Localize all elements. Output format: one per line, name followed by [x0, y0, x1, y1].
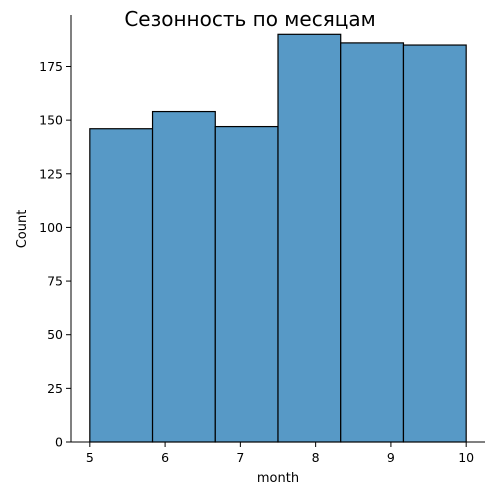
y-axis-label: Count	[15, 210, 30, 249]
y-tick-label: 175	[39, 59, 63, 74]
bars-group	[89, 33, 467, 443]
y-tick-label: 125	[39, 166, 63, 181]
bar-6	[402, 44, 467, 443]
y-tick-label: 50	[47, 327, 63, 342]
bar-1	[89, 128, 154, 443]
y-tick-label: 100	[39, 220, 63, 235]
x-tick-label: 7	[236, 450, 244, 465]
y-tick-label: 75	[47, 274, 63, 289]
x-tick-label: 5	[86, 450, 94, 465]
y-axis: 0 25 50 75 100 125 150 175	[39, 15, 72, 450]
x-axis-label: month	[257, 471, 299, 486]
chart-title: Сезонность по месяцам	[124, 7, 375, 31]
x-tick-label: 9	[387, 450, 395, 465]
x-tick-label: 6	[161, 450, 169, 465]
x-axis: 5 6 7 8 9 10	[71, 441, 485, 465]
bar-4	[277, 33, 342, 443]
bar-3	[214, 125, 279, 443]
y-tick-label: 150	[39, 113, 63, 128]
bar-2	[151, 110, 216, 443]
y-tick-label: 25	[47, 381, 63, 396]
y-tick-label: 0	[55, 435, 63, 450]
bar-5	[340, 42, 405, 443]
x-tick-label: 10	[458, 450, 474, 465]
x-tick-label: 8	[312, 450, 320, 465]
